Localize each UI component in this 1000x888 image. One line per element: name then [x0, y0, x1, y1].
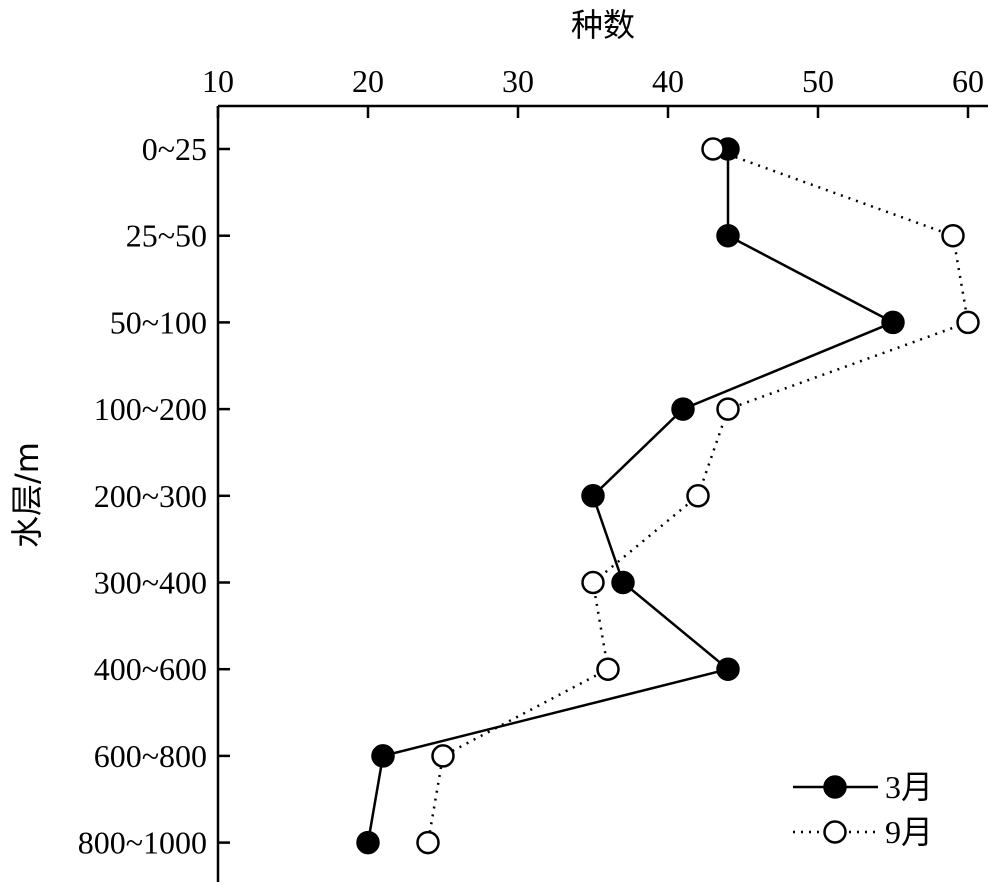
data-point	[716, 657, 740, 681]
legend-entry: 9月	[793, 814, 933, 850]
legend-marker	[823, 820, 847, 844]
data-point	[416, 830, 440, 855]
data-point	[596, 657, 620, 681]
series-1	[356, 137, 905, 855]
y-axis-title: 水层/m	[8, 442, 46, 548]
y-ticks: 0~25 25~50 50~100 100~200 200~300 300~400 400~…	[78, 131, 230, 861]
data-point	[701, 137, 725, 161]
x-tick-label: 20	[352, 63, 384, 99]
data-point	[716, 397, 740, 421]
data-point	[881, 310, 905, 335]
y-tick-label: 400~600	[94, 651, 207, 687]
data-point	[371, 744, 395, 768]
legend-label: 3月	[885, 769, 933, 805]
data-point	[581, 570, 605, 595]
legend-label: 9月	[885, 814, 933, 850]
x-tick-label: 10	[202, 63, 234, 99]
data-point	[581, 484, 605, 508]
data-point	[671, 397, 695, 421]
data-point	[941, 223, 965, 248]
series-line	[366, 149, 896, 843]
y-tick-label: 300~400	[94, 565, 207, 601]
x-tick-label: 30	[502, 63, 534, 99]
data-point	[956, 310, 980, 335]
x-tick-label: 50	[802, 63, 834, 99]
y-tick-label: 200~300	[94, 478, 207, 514]
data-point	[686, 484, 710, 508]
y-tick-label: 0~25	[142, 131, 207, 167]
data-point	[431, 744, 455, 768]
series-2	[416, 137, 980, 855]
y-tick-label: 600~800	[94, 738, 207, 774]
series-layer	[356, 137, 980, 855]
data-point	[356, 830, 380, 855]
x-tick-label: 60	[952, 63, 984, 99]
legend-marker	[823, 775, 847, 799]
x-axis-title: 种数	[571, 6, 635, 44]
legend-entry: 3月	[793, 769, 933, 805]
y-tick-label: 800~1000	[78, 825, 207, 861]
data-point	[611, 570, 635, 595]
y-tick-label: 50~100	[110, 304, 207, 340]
x-ticks: 10 20 30 40 50 60	[202, 63, 984, 118]
y-tick-label: 25~50	[126, 218, 207, 254]
data-point	[716, 223, 740, 248]
axes: 10 20 30 40 50 60 0~25 25~50 50~100 100~200 200~3…	[78, 63, 988, 882]
x-tick-label: 40	[652, 63, 684, 99]
y-tick-label: 100~200	[94, 391, 207, 427]
